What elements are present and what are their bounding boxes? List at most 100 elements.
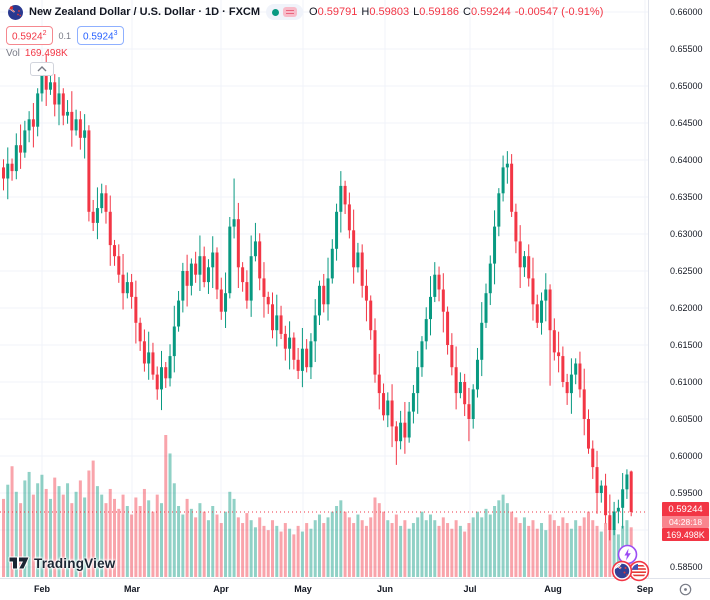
volume-bar bbox=[424, 520, 428, 577]
candle-body bbox=[424, 319, 428, 342]
candle-body bbox=[138, 322, 142, 342]
candle-body bbox=[578, 363, 582, 390]
price-axis-label: 0.64500 bbox=[670, 118, 703, 128]
symbol-title[interactable]: New Zealand Dollar / U.S. Dollar · 1D · … bbox=[29, 6, 261, 18]
candle-body bbox=[288, 337, 292, 349]
candle-body bbox=[437, 274, 441, 290]
candle-body bbox=[433, 274, 437, 297]
candle-body bbox=[475, 359, 479, 390]
volume-bar bbox=[382, 511, 386, 577]
legend-collapse-button[interactable] bbox=[30, 62, 54, 76]
volume-bar bbox=[612, 528, 616, 577]
candle-body bbox=[612, 511, 616, 530]
volume-bar bbox=[407, 528, 411, 577]
candle-body bbox=[232, 219, 236, 227]
volume-bar bbox=[463, 531, 467, 577]
volume-bar bbox=[292, 534, 296, 577]
volume-bar bbox=[271, 520, 275, 577]
candle-body bbox=[125, 282, 129, 294]
volume-legend[interactable]: Vol 169.498K bbox=[6, 48, 68, 59]
volume-bar bbox=[70, 503, 74, 577]
volume-bar bbox=[138, 506, 142, 577]
volume-bar bbox=[437, 525, 441, 577]
volume-bar bbox=[522, 517, 526, 577]
candle-body bbox=[10, 163, 14, 172]
market-status-pill[interactable] bbox=[266, 4, 304, 20]
candle-body bbox=[407, 411, 411, 438]
buy-button[interactable]: 0.59243 bbox=[77, 26, 124, 46]
candle-body bbox=[518, 241, 522, 268]
candle-body bbox=[57, 93, 61, 105]
volume-bar bbox=[544, 530, 548, 577]
candle-body bbox=[369, 300, 373, 331]
candlestick-chart-canvas[interactable] bbox=[0, 0, 710, 578]
volume-bar bbox=[262, 525, 266, 577]
candle-body bbox=[83, 130, 87, 138]
candle-body bbox=[78, 119, 82, 138]
circle-dot-icon bbox=[679, 583, 692, 596]
volume-bar bbox=[373, 497, 377, 577]
volume-bar bbox=[206, 520, 210, 577]
price-axis-label: 0.66000 bbox=[670, 7, 703, 17]
current-price-tag: 0.59244 04:28:18 bbox=[662, 502, 709, 528]
volume-bar bbox=[2, 498, 5, 577]
spread-value: 0.1 bbox=[58, 30, 72, 41]
volume-bar bbox=[467, 523, 471, 577]
volume-label: Vol bbox=[6, 48, 20, 59]
candle-body bbox=[241, 267, 245, 283]
candle-body bbox=[194, 263, 198, 275]
volume-bar bbox=[484, 508, 488, 577]
price-axis-label: 0.63000 bbox=[670, 229, 703, 239]
volume-bar bbox=[480, 517, 484, 577]
candle-body bbox=[44, 74, 48, 90]
sell-button[interactable]: 0.59242 bbox=[6, 26, 53, 46]
volume-bar bbox=[411, 523, 415, 577]
time-axis-label-jun: Jun bbox=[376, 584, 393, 594]
volume-bar bbox=[535, 528, 539, 577]
candle-body bbox=[253, 241, 257, 257]
candle-body bbox=[608, 515, 612, 530]
candle-body bbox=[159, 367, 163, 390]
candle-body bbox=[390, 400, 394, 427]
price-axis[interactable]: 0.66000 0.65500 0.65000 0.64500 0.64000 0.635… bbox=[649, 0, 710, 578]
volume-bar bbox=[66, 483, 70, 577]
timescale-settings-button[interactable] bbox=[678, 582, 693, 597]
candle-body bbox=[292, 337, 296, 360]
candle-body bbox=[582, 389, 586, 419]
volume-bar bbox=[91, 460, 95, 577]
candle-body bbox=[441, 289, 445, 312]
candle-body bbox=[416, 367, 420, 394]
candle-body bbox=[23, 130, 27, 153]
candle-body bbox=[386, 400, 390, 416]
candle-body bbox=[224, 293, 228, 312]
candle-body bbox=[625, 474, 629, 490]
close-value: 0.59244 bbox=[470, 6, 511, 18]
volume-bar bbox=[44, 488, 48, 577]
volume-bar bbox=[232, 498, 236, 577]
time-axis-label-feb: Feb bbox=[33, 584, 50, 594]
tradingview-logo[interactable]: TradingView bbox=[8, 555, 115, 571]
change-value: -0.00547 (-0.91%) bbox=[514, 6, 604, 18]
volume-bar bbox=[356, 514, 360, 577]
symbol-legend[interactable]: New Zealand Dollar / U.S. Dollar · 1D · … bbox=[8, 4, 603, 20]
volume-bar bbox=[582, 517, 586, 577]
candle-body bbox=[604, 485, 608, 516]
candle-body bbox=[155, 374, 159, 390]
candle-body bbox=[31, 119, 35, 127]
volume-bar bbox=[27, 471, 31, 577]
candle-body bbox=[134, 296, 138, 323]
price-axis-label: 0.62000 bbox=[670, 303, 703, 313]
volume-bar bbox=[569, 528, 573, 577]
volume-bar bbox=[330, 511, 334, 577]
volume-bar bbox=[236, 517, 240, 577]
volume-bar bbox=[125, 506, 129, 577]
volume-bar bbox=[87, 470, 91, 577]
volume-bar bbox=[488, 514, 492, 577]
price-axis-label: 0.58500 bbox=[670, 562, 703, 572]
volume-bar bbox=[95, 486, 99, 577]
volume-bar bbox=[258, 517, 262, 577]
volume-bar bbox=[604, 523, 608, 577]
time-axis[interactable]: Feb Mar Apr May Jun Jul Aug Sep bbox=[0, 579, 710, 600]
volume-bar bbox=[386, 520, 390, 577]
economic-event-flags[interactable] bbox=[610, 560, 652, 582]
